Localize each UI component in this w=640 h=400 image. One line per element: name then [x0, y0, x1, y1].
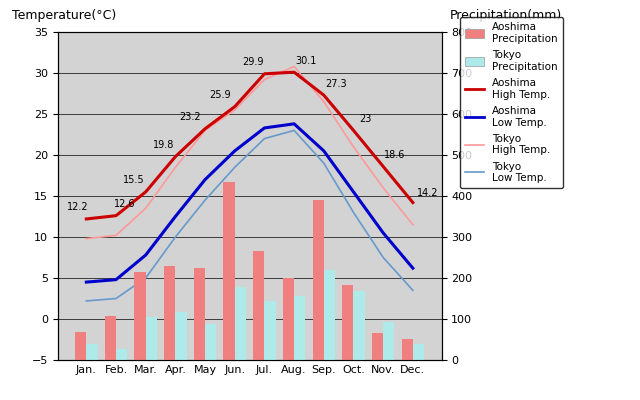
Legend: Aoshima
Precipitation, Tokyo
Precipitation, Aoshima
High Temp., Aoshima
Low Temp: Aoshima Precipitation, Tokyo Precipitati…: [460, 17, 563, 188]
Text: Temperature(°C): Temperature(°C): [12, 9, 116, 22]
Text: Precipitation(mm): Precipitation(mm): [449, 9, 561, 22]
Bar: [175, 312, 187, 360]
Text: 12.2: 12.2: [67, 202, 88, 212]
Text: 14.2: 14.2: [417, 188, 438, 198]
Text: 25.9: 25.9: [209, 90, 231, 100]
Bar: [223, 182, 235, 360]
Bar: [312, 200, 324, 360]
Bar: [324, 270, 335, 360]
Bar: [194, 268, 205, 360]
Bar: [401, 339, 413, 360]
Bar: [294, 296, 305, 360]
Bar: [353, 291, 365, 360]
Text: 30.1: 30.1: [295, 56, 317, 66]
Bar: [164, 266, 175, 360]
Bar: [372, 332, 383, 360]
Text: 29.9: 29.9: [242, 57, 263, 67]
Bar: [75, 332, 86, 360]
Bar: [116, 348, 127, 360]
Text: 23: 23: [359, 114, 372, 124]
Bar: [264, 300, 276, 360]
Text: 27.3: 27.3: [325, 78, 346, 88]
Text: 15.5: 15.5: [123, 175, 145, 185]
Bar: [134, 272, 146, 360]
Text: 23.2: 23.2: [179, 112, 201, 122]
Bar: [283, 278, 294, 360]
Bar: [342, 285, 353, 360]
Text: 12.6: 12.6: [114, 199, 136, 209]
Text: 19.8: 19.8: [153, 140, 174, 150]
Bar: [235, 287, 246, 360]
Bar: [86, 344, 98, 360]
Bar: [205, 324, 216, 360]
Bar: [413, 344, 424, 360]
Text: 18.6: 18.6: [385, 150, 406, 160]
Bar: [146, 317, 157, 360]
Bar: [383, 322, 394, 360]
Bar: [105, 316, 116, 360]
Bar: [253, 251, 264, 360]
